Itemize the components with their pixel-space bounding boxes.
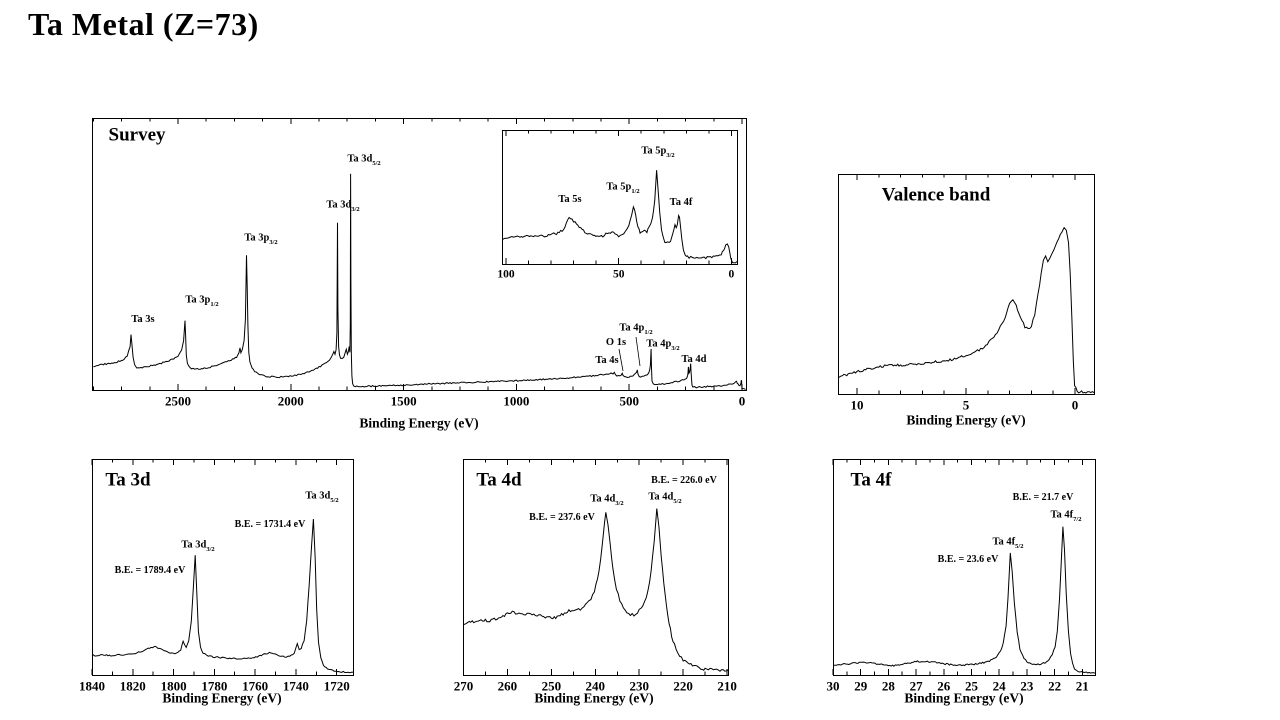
tick-label: 0 <box>1071 397 1079 413</box>
peak-label: Ta 3d5/2 <box>347 153 381 167</box>
tick-label: 10 <box>850 397 864 413</box>
peak-label: Ta 4f7/2 <box>1050 509 1082 523</box>
peak-label: B.E. = 21.7 eV <box>1012 492 1074 503</box>
peak-label: Ta 5p1/2 <box>606 181 640 195</box>
peak-label: Ta 5s <box>558 193 582 205</box>
peak-label: Ta 4s <box>595 354 619 366</box>
peak-label: Ta 4f5/2 <box>992 536 1024 550</box>
tick-label: 250 <box>541 678 562 694</box>
survey-curve <box>93 173 746 390</box>
x-axis-title: Binding Energy (eV) <box>906 412 1026 428</box>
tick-label: 1500 <box>390 393 417 409</box>
tick-label: 21 <box>1075 678 1089 694</box>
tick-label: 270 <box>453 678 474 694</box>
peak-label: Ta 4p1/2 <box>619 322 653 336</box>
ta-4f-curve <box>832 526 1096 674</box>
tick-label: 29 <box>854 678 868 694</box>
peak-label: B.E. = 1731.4 eV <box>234 519 306 530</box>
panel-title: Ta 4f <box>850 469 892 491</box>
tick-label: 26 <box>937 678 951 694</box>
tick-label: 25 <box>964 678 978 694</box>
tick-label: 240 <box>585 678 606 694</box>
page-title: Ta Metal (Z=73) <box>28 6 259 42</box>
peak-label: B.E. = 237.6 eV <box>529 512 595 523</box>
x-axis-title: Binding Energy (eV) <box>534 690 654 706</box>
tick-label: 1720 <box>323 678 350 694</box>
peak-label: Ta 3s <box>131 313 155 325</box>
valence-band-curve <box>837 226 1095 394</box>
ta-3d-curve <box>91 518 354 674</box>
x-axis-title: Binding Energy (eV) <box>904 690 1024 706</box>
peak-label: Ta 3p3/2 <box>244 232 278 246</box>
peak-label: Ta 3p1/2 <box>185 294 219 308</box>
peak-label: Ta 4d <box>681 353 707 365</box>
peak-label: Ta 3d3/2 <box>326 199 360 213</box>
peak-label: O 1s <box>605 336 627 348</box>
tick-label: 260 <box>497 678 518 694</box>
tick-label: 210 <box>717 678 737 694</box>
tick-label: 230 <box>629 678 649 694</box>
peak-label: B.E. = 23.6 eV <box>937 554 999 565</box>
ta-4d-curve <box>462 508 729 672</box>
panel-title: Survey <box>108 124 166 146</box>
survey-inset-curve <box>502 170 738 264</box>
tick-label: 1800 <box>160 678 187 694</box>
peak-label: Ta 3d3/2 <box>181 539 215 553</box>
tick-label: 1820 <box>119 678 146 694</box>
tick-label: 5 <box>962 397 970 413</box>
peak-label: Ta 5p3/2 <box>641 145 675 159</box>
peak-label: Ta 3d5/2 <box>305 490 339 504</box>
tick-label: 50 <box>612 268 625 281</box>
x-axis-title: Binding Energy (eV) <box>162 690 282 706</box>
x-axis-title: Binding Energy (eV) <box>359 415 479 431</box>
tick-label: 0 <box>738 393 746 409</box>
tick-label: 2000 <box>277 393 304 409</box>
peak-label: B.E. = 1789.4 eV <box>114 565 186 576</box>
tick-label: 22 <box>1048 678 1062 694</box>
tick-label: 23 <box>1020 678 1034 694</box>
peak-label: Ta 4f <box>669 196 693 208</box>
tick-label: 30 <box>826 678 840 694</box>
tick-label: 24 <box>992 678 1006 694</box>
tick-label: 220 <box>673 678 693 694</box>
tick-label: 1760 <box>242 678 269 694</box>
peak-label: Ta 4p3/2 <box>646 338 680 352</box>
tick-label: 1840 <box>79 678 105 694</box>
panel-title: Ta 4d <box>476 469 522 491</box>
panel-title: Valence band <box>881 184 991 206</box>
tick-label: 2500 <box>164 393 191 409</box>
tick-label: 1740 <box>282 678 309 694</box>
tick-label: 1000 <box>503 393 530 409</box>
tick-label: 27 <box>909 678 923 694</box>
tick-label: 1780 <box>201 678 228 694</box>
tick-label: 28 <box>881 678 895 694</box>
peak-label: B.E. = 226.0 eV <box>651 475 717 486</box>
tick-label: 0 <box>728 268 735 281</box>
panel-title: Ta 3d <box>105 469 151 491</box>
peak-label: Ta 4d5/2 <box>648 491 682 505</box>
peak-label: Ta 4d3/2 <box>590 493 624 507</box>
tick-label: 100 <box>497 268 515 281</box>
tick-label: 500 <box>619 393 639 409</box>
